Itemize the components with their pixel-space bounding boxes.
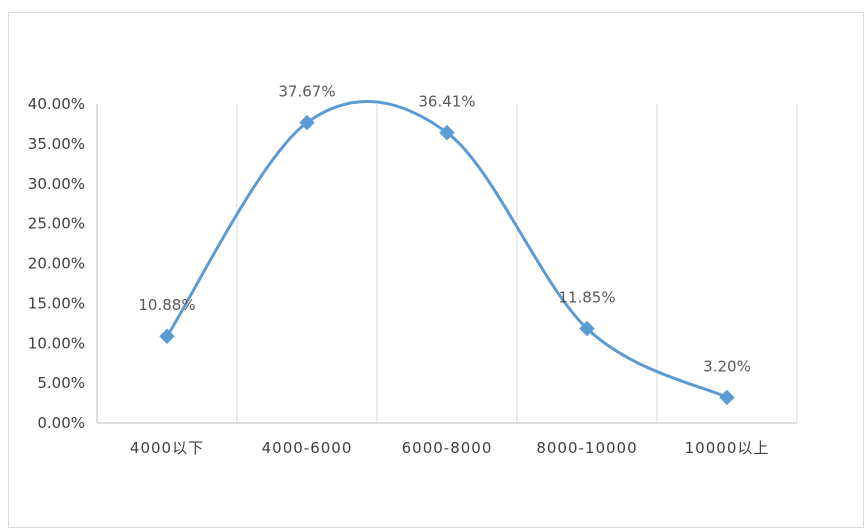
data-point-marker <box>159 328 175 344</box>
x-tick-label: 8000-10000 <box>536 439 637 457</box>
data-label: 36.41% <box>418 93 475 111</box>
x-axis-tick-labels: 4000以下 4000-6000 6000-8000 8000-10000 10000以… <box>130 439 770 457</box>
y-tick-label: 15.00% <box>28 294 85 312</box>
data-label: 10.88% <box>138 296 195 314</box>
y-tick-label: 25.00% <box>28 215 85 233</box>
x-tick-label: 10000以上 <box>685 439 770 457</box>
data-point-marker <box>579 320 595 337</box>
x-tick-label: 6000-8000 <box>402 439 493 457</box>
y-tick-label: 35.00% <box>28 135 85 153</box>
series-line-path <box>165 100 729 399</box>
x-tick-label: 4000-6000 <box>262 439 353 457</box>
data-point-marker <box>719 389 735 406</box>
data-point-marker <box>439 124 455 141</box>
y-axis-tick-labels: 0.00% 5.00% 10.00% 15.00% 20.00% 25.00% 30.00%… <box>28 95 85 432</box>
x-tick-label: 4000以下 <box>130 439 204 457</box>
y-tick-label: 10.00% <box>28 334 85 352</box>
y-tick-label: 20.00% <box>28 255 85 273</box>
data-label: 37.67% <box>278 83 335 101</box>
data-label: 11.85% <box>558 288 615 306</box>
chart-frame <box>8 12 864 528</box>
data-label: 3.20% <box>703 357 751 375</box>
y-tick-label: 0.00% <box>37 414 85 432</box>
series-markers <box>159 114 735 406</box>
y-tick-label: 5.00% <box>37 374 85 392</box>
series-line <box>165 100 729 399</box>
y-tick-label: 40.00% <box>28 95 85 113</box>
grid-lines <box>236 104 798 423</box>
data-labels: 10.88% 37.67% 36.41% 11.85% 3.20% <box>138 83 750 376</box>
y-tick-label: 30.00% <box>28 175 85 193</box>
axes <box>96 104 797 424</box>
data-point-marker <box>299 114 315 131</box>
